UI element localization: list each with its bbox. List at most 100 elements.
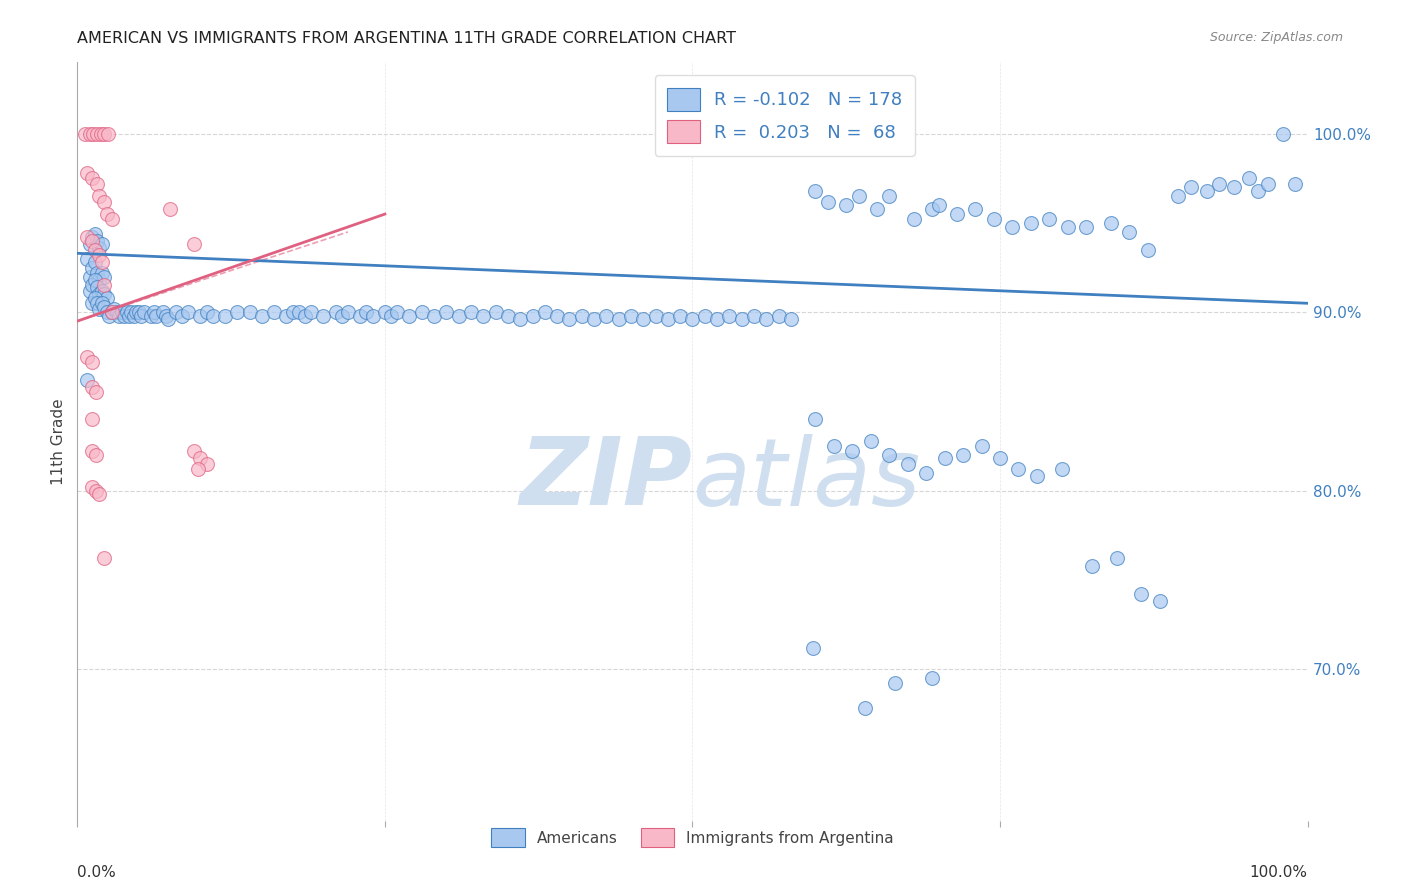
- Point: [1105, 551, 1128, 566]
- Point: [83, 243, 105, 257]
- Point: [447, 309, 470, 323]
- Point: [152, 305, 174, 319]
- Point: [755, 312, 778, 326]
- Point: [89, 487, 111, 501]
- Point: [946, 207, 969, 221]
- Point: [859, 434, 882, 448]
- Point: [82, 355, 104, 369]
- Point: [201, 309, 224, 323]
- Point: [1247, 184, 1270, 198]
- Point: [288, 305, 311, 319]
- Text: ZIP: ZIP: [520, 434, 693, 525]
- Point: [921, 671, 943, 685]
- Point: [93, 300, 115, 314]
- Point: [98, 309, 121, 323]
- Point: [97, 127, 120, 141]
- Point: [801, 640, 824, 655]
- Point: [921, 202, 943, 216]
- Point: [82, 380, 104, 394]
- Point: [841, 444, 863, 458]
- Point: [1118, 225, 1140, 239]
- Point: [965, 202, 987, 216]
- Point: [108, 309, 131, 323]
- Point: [115, 305, 138, 319]
- Point: [89, 273, 111, 287]
- Point: [607, 312, 630, 326]
- Point: [83, 255, 105, 269]
- Point: [485, 305, 508, 319]
- Point: [76, 350, 98, 364]
- Point: [848, 189, 870, 203]
- Point: [835, 198, 858, 212]
- Point: [90, 266, 114, 280]
- Point: [1180, 180, 1202, 194]
- Legend: Americans, Immigrants from Argentina: Americans, Immigrants from Argentina: [484, 821, 901, 855]
- Point: [79, 284, 101, 298]
- Point: [86, 234, 108, 248]
- Point: [76, 166, 98, 180]
- Text: AMERICAN VS IMMIGRANTS FROM ARGENTINA 11TH GRADE CORRELATION CHART: AMERICAN VS IMMIGRANTS FROM ARGENTINA 11…: [77, 31, 737, 46]
- Point: [159, 202, 181, 216]
- Point: [96, 305, 118, 319]
- Point: [349, 309, 371, 323]
- Point: [170, 309, 193, 323]
- Point: [472, 309, 495, 323]
- Point: [128, 305, 150, 319]
- Point: [188, 451, 212, 466]
- Point: [718, 309, 741, 323]
- Point: [380, 309, 402, 323]
- Point: [142, 305, 165, 319]
- Point: [89, 301, 111, 316]
- Point: [1099, 216, 1122, 230]
- Point: [281, 305, 304, 319]
- Point: [1284, 177, 1306, 191]
- Point: [83, 291, 105, 305]
- Point: [132, 305, 155, 319]
- Point: [84, 448, 107, 462]
- Point: [1076, 219, 1098, 234]
- Point: [79, 269, 101, 284]
- Point: [337, 305, 360, 319]
- Point: [361, 309, 384, 323]
- Point: [101, 212, 124, 227]
- Point: [988, 451, 1011, 466]
- Point: [82, 171, 104, 186]
- Point: [118, 309, 141, 323]
- Point: [1007, 462, 1029, 476]
- Point: [928, 198, 950, 212]
- Point: [86, 296, 108, 310]
- Point: [84, 483, 107, 498]
- Point: [817, 194, 839, 209]
- Point: [330, 309, 353, 323]
- Point: [1136, 243, 1159, 257]
- Point: [780, 312, 803, 326]
- Point: [1081, 558, 1104, 573]
- Point: [165, 305, 187, 319]
- Point: [82, 296, 104, 310]
- Point: [374, 305, 396, 319]
- Point: [86, 177, 108, 191]
- Point: [682, 312, 704, 326]
- Point: [195, 305, 218, 319]
- Point: [970, 439, 993, 453]
- Point: [436, 305, 458, 319]
- Point: [90, 284, 114, 298]
- Point: [82, 480, 104, 494]
- Text: 100.0%: 100.0%: [1250, 865, 1308, 880]
- Point: [183, 237, 205, 252]
- Point: [89, 248, 111, 262]
- Point: [1237, 171, 1260, 186]
- Point: [915, 466, 938, 480]
- Point: [101, 305, 124, 319]
- Point: [93, 287, 115, 301]
- Point: [122, 309, 145, 323]
- Point: [1038, 212, 1060, 227]
- Point: [534, 305, 557, 319]
- Point: [1026, 469, 1049, 483]
- Point: [583, 312, 606, 326]
- Point: [884, 676, 907, 690]
- Point: [558, 312, 581, 326]
- Point: [644, 309, 666, 323]
- Point: [853, 701, 876, 715]
- Point: [129, 309, 153, 323]
